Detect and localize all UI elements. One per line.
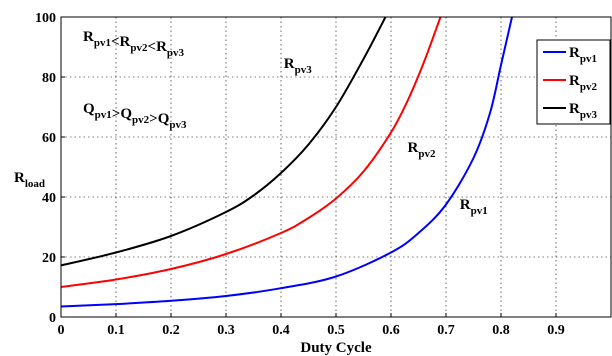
x-tick-label: 0.6 [382, 323, 400, 338]
y-tick-label: 80 [42, 71, 56, 86]
annotation-order-q-op1: > [112, 106, 121, 122]
annotation-order-q-part0-main: Q [83, 101, 95, 117]
x-tick-label: 0.8 [492, 323, 510, 338]
annotation-label-rpv2-part0-sub: pv2 [418, 148, 436, 160]
annotation-label-rpv1: Rpv1 [460, 197, 488, 217]
legend-label-Rpv1: Rpv1 [569, 45, 597, 65]
x-axis-label: Duty Cycle [300, 340, 372, 356]
legend-label-Rpv2-sub: pv2 [580, 81, 598, 93]
legend-label-Rpv2-main: R [569, 73, 580, 89]
series-line-Rpv3 [60, 16, 387, 267]
legend-label-Rpv3-main: R [569, 101, 580, 117]
annotation-order-r-op3: < [148, 39, 157, 55]
series-line-Rpv1 [60, 16, 513, 308]
annotation-label-rpv3-part0-sub: pv3 [295, 64, 313, 76]
legend-box [536, 39, 611, 125]
annotation-label-rpv2: Rpv2 [408, 140, 436, 160]
x-tick-label: 0.5 [327, 323, 345, 338]
series-layer [60, 16, 513, 308]
annotation-order-q-part2-main: Q [120, 106, 132, 122]
annotation-order-r-part0-main: R [83, 29, 94, 45]
series-line-Rpv2 [60, 16, 442, 288]
annotation-label-rpv3-part0-main: R [284, 56, 295, 72]
annotation-label-rpv1-part0-main: R [460, 197, 471, 213]
x-tick-label: 0 [58, 323, 65, 338]
x-tick-label: 0.9 [547, 323, 565, 338]
x-tick-label: 0.7 [437, 323, 455, 338]
annotation-order-q-part4-main: Q [158, 111, 170, 127]
annotation-label-rpv2-part0-main: R [408, 140, 419, 156]
x-tick-label: 0.2 [162, 323, 180, 338]
y-axis-label-main: R [14, 170, 25, 186]
y-tick-label: 60 [42, 131, 56, 146]
annotation-label-rpv3: Rpv3 [284, 56, 312, 76]
y-tick-label: 0 [49, 311, 56, 326]
annotation-order-r-part0-sub: pv1 [94, 37, 111, 49]
annotation-order-r-part4-main: R [156, 39, 167, 55]
annotation-order-q-part2-sub: pv2 [132, 114, 150, 126]
annotation-order-r-op1: < [111, 34, 120, 50]
annotation-order-q: Qpv1>Qpv2>Qpv3 [83, 101, 187, 131]
legend-label-Rpv1-sub: pv1 [580, 53, 597, 65]
x-tick-label: 0.3 [217, 323, 235, 338]
tick-layer: 0 0.1 0.2 0.3 0.4 0.5 0.6 0.7 0.8 0.9 0 20 40 60 80 100 [35, 11, 565, 338]
legend-label-Rpv2: Rpv2 [569, 73, 597, 93]
annotation-order-q-op3: > [149, 111, 158, 127]
x-tick-label: 0.1 [107, 323, 125, 338]
y-tick-label: 40 [42, 191, 56, 206]
annotation-order-r: Rpv1<Rpv2<Rpv3 [83, 29, 185, 59]
annotation-label-rpv1-part0-sub: pv1 [471, 205, 488, 217]
annotation-order-r-part2-main: R [120, 34, 131, 50]
legend-label-Rpv3-sub: pv3 [580, 109, 598, 121]
legend-label-Rpv3: Rpv3 [569, 101, 597, 121]
annotation-order-r-part2-sub: pv2 [130, 42, 148, 54]
x-tick-label: 0.4 [272, 323, 290, 338]
y-tick-label: 100 [35, 11, 56, 26]
y-axis-label: Rload [14, 170, 45, 190]
legend-label-Rpv1-main: R [569, 45, 580, 61]
annotation-order-r-part4-sub: pv3 [167, 47, 185, 59]
annotation-order-q-part4-sub: pv3 [169, 119, 187, 131]
y-tick-label: 20 [42, 251, 56, 266]
annotation-order-q-part0-sub: pv1 [95, 109, 112, 121]
y-axis-label-sub: load [25, 178, 45, 190]
